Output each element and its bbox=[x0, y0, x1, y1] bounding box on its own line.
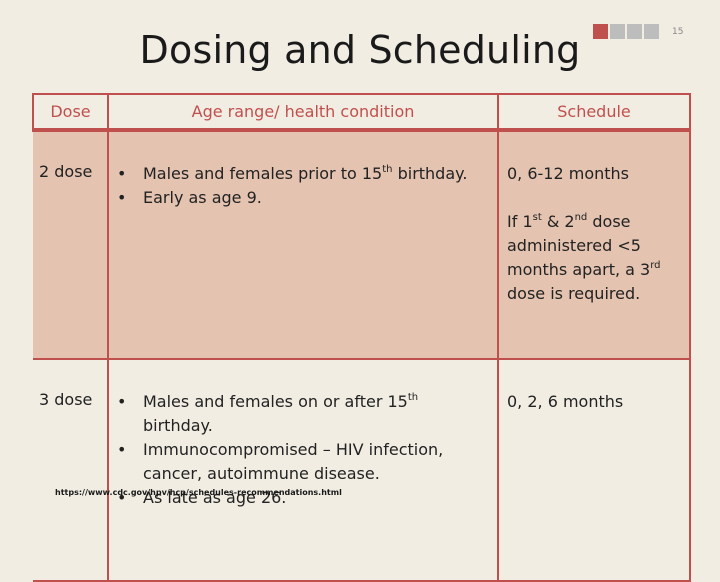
bullet-icon: • bbox=[117, 188, 127, 207]
note-part: dose administered <5 months apart, a 3 bbox=[507, 212, 651, 279]
decorative-squares bbox=[593, 24, 659, 39]
source-link[interactable]: https://www.cdc.gov/hpv/hcp/schedules-re… bbox=[55, 488, 342, 497]
deco-square-2 bbox=[610, 24, 625, 39]
condition-text: Early as age 9. bbox=[143, 188, 262, 207]
deco-square-1 bbox=[593, 24, 608, 39]
condition-text: Immunocompromised – HIV infection, cance… bbox=[143, 440, 444, 483]
condition-list: • Males and females prior to 15th birthda… bbox=[115, 162, 491, 210]
condition-text: Males and females on or after 15 bbox=[143, 392, 408, 411]
list-item: • Males and females on or after 15th birt… bbox=[115, 390, 491, 438]
slide-title: Dosing and Scheduling bbox=[139, 28, 581, 72]
header-condition: Age range/ health condition bbox=[107, 93, 499, 132]
list-item: • Immunocompromised – HIV infection, canc… bbox=[115, 438, 491, 486]
table-header-row: Dose Age range/ health condition Schedul… bbox=[32, 93, 691, 132]
note-part: dose is required. bbox=[507, 284, 641, 303]
schedule-cell: 0, 6-12 months If 1st & 2nd dose adminis… bbox=[497, 129, 691, 360]
bullet-icon: • bbox=[117, 440, 127, 459]
header-dose: Dose bbox=[32, 93, 109, 132]
ordinal-suffix: rd bbox=[650, 259, 661, 271]
note-part: If 1 bbox=[507, 212, 533, 231]
ordinal-suffix: st bbox=[532, 211, 542, 223]
deco-square-4 bbox=[644, 24, 659, 39]
deco-square-3 bbox=[627, 24, 642, 39]
condition-cell: • Males and females on or after 15th birt… bbox=[108, 358, 499, 582]
table-row: 2 dose • Males and females prior to 15th … bbox=[33, 129, 691, 360]
slide-number: 15 bbox=[672, 27, 684, 37]
ordinal-suffix: th bbox=[382, 163, 393, 175]
schedule-cell: 0, 2, 6 months bbox=[497, 358, 691, 582]
bullet-icon: • bbox=[117, 164, 127, 183]
table-row: 3 dose • Males and females on or after 15… bbox=[33, 358, 691, 582]
schedule-main: 0, 6-12 months bbox=[507, 164, 630, 183]
condition-list: • Males and females on or after 15th birt… bbox=[115, 390, 491, 510]
note-part: & 2 bbox=[541, 212, 575, 231]
dose-cell: 2 dose bbox=[33, 129, 109, 360]
ordinal-suffix: nd bbox=[574, 211, 588, 223]
condition-text-end: birthday. bbox=[392, 164, 468, 183]
condition-text: Males and females prior to 15 bbox=[143, 164, 383, 183]
bullet-icon: • bbox=[117, 392, 127, 411]
list-item: • Males and females prior to 15th birthda… bbox=[115, 162, 491, 186]
condition-text: As late as age 26. bbox=[143, 488, 287, 507]
condition-text-end: birthday. bbox=[143, 416, 213, 435]
bullet-icon: • bbox=[117, 488, 127, 507]
list-item: • Early as age 9. bbox=[115, 186, 491, 210]
list-item: • As late as age 26. bbox=[115, 486, 491, 510]
header-schedule: Schedule bbox=[497, 93, 691, 132]
dose-cell: 3 dose bbox=[33, 358, 109, 582]
condition-cell: • Males and females prior to 15th birthda… bbox=[108, 129, 499, 360]
ordinal-suffix: th bbox=[407, 391, 419, 403]
dosing-table: Dose Age range/ health condition Schedul… bbox=[32, 93, 691, 582]
schedule-note: If 1st & 2nd dose administered <5 months… bbox=[507, 210, 683, 306]
schedule-main: 0, 2, 6 months bbox=[507, 392, 624, 411]
